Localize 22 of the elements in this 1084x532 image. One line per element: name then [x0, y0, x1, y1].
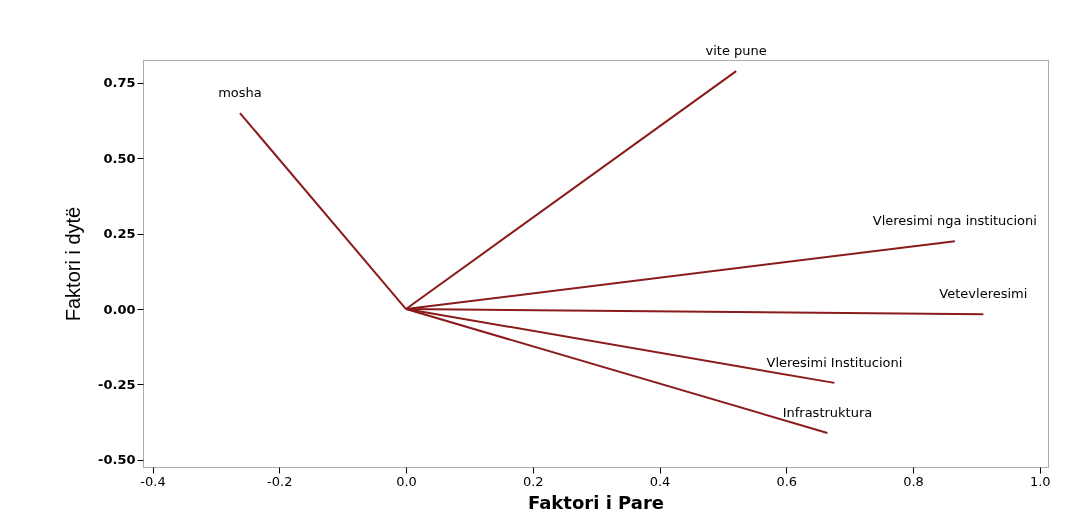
y-tick-label: 0.50: [103, 150, 136, 166]
x-axis-title: Faktori i Pare: [527, 491, 665, 513]
series-label: Vleresimi Institucioni: [766, 354, 903, 370]
y-axis-title: Faktori i dytë: [62, 206, 85, 322]
x-tick-label: 0.2: [522, 473, 544, 489]
x-tick-label: 0.0: [396, 473, 417, 489]
x-tick-label: 0.8: [903, 473, 924, 489]
series-label: Vetevleresimi: [939, 286, 1028, 302]
x-tick-label: 0.4: [649, 473, 671, 489]
series-label: vite pune: [705, 43, 767, 59]
series-label: Vleresimi nga institucioni: [872, 213, 1037, 229]
series-label: mosha: [218, 85, 262, 101]
y-tick-label: -0.25: [98, 376, 136, 392]
x-tick-label: 1.0: [1029, 473, 1051, 489]
x-tick-label: -0.4: [140, 473, 166, 489]
x-tick-label: -0.2: [267, 473, 293, 489]
y-tick-label: -0.50: [98, 452, 136, 468]
y-tick-label: 0.00: [103, 301, 136, 317]
series-label: Infrastruktura: [782, 404, 873, 420]
y-tick-label: 0.75: [103, 75, 136, 91]
x-tick-label: 0.6: [776, 473, 798, 489]
y-tick-label: 0.25: [103, 226, 136, 242]
